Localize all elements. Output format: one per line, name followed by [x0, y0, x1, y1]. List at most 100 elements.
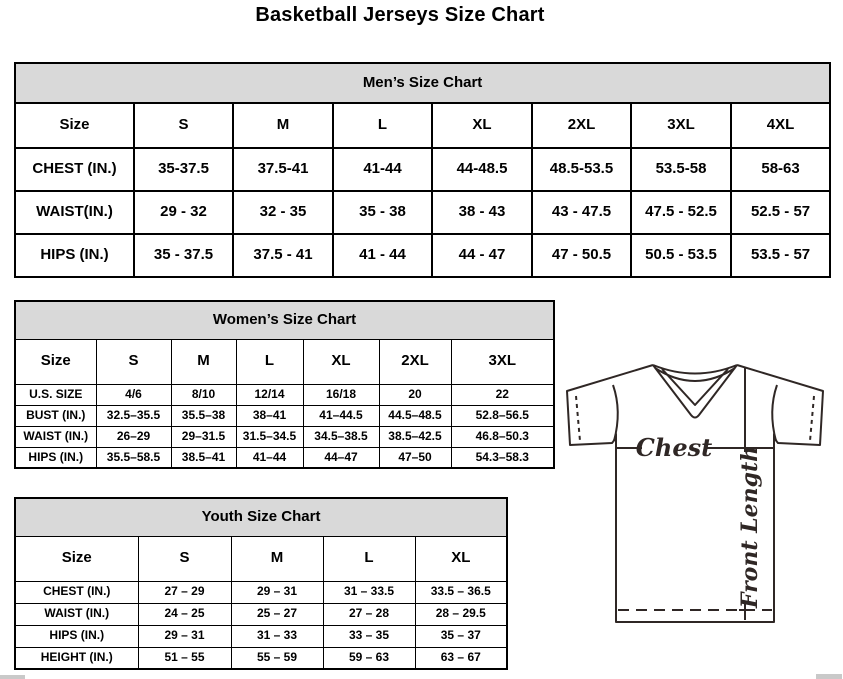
- row-label: HEIGHT (IN.): [14, 646, 139, 670]
- column-header: XL: [302, 338, 380, 385]
- table-cell: 29 – 31: [137, 624, 232, 648]
- table-cell: 41–44: [235, 446, 304, 469]
- scrollbar-fragment-left[interactable]: [0, 675, 25, 679]
- column-header: 3XL: [630, 102, 732, 149]
- table-row: HEIGHT (IN.) 51 – 55 55 – 59 59 – 63 63 – 67: [14, 646, 508, 670]
- sleeve-stitch-left-dashed-line: [575, 395, 581, 442]
- table-cell: 33 – 35: [322, 624, 416, 648]
- table-cell: 52.8–56.5: [450, 404, 555, 427]
- mens-size-table: Men’s Size Chart Size S M L XL 2XL 3XL 4XL CHEST …: [13, 62, 832, 278]
- table-cell: 25 – 27: [230, 602, 324, 626]
- sleeve-stitch-right-dashed-line: [809, 395, 815, 442]
- table-cell: 35.5–58.5: [95, 446, 172, 469]
- collar-back-arc-outer: [652, 364, 738, 375]
- table-cell: 16/18: [302, 383, 380, 406]
- table-cell: 47 - 50.5: [531, 233, 632, 278]
- column-header: L: [332, 102, 433, 149]
- row-label: HIPS (IN.): [14, 233, 135, 278]
- column-header: Size: [14, 102, 135, 149]
- table-cell: 8/10: [170, 383, 237, 406]
- table-cell: 35.5–38: [170, 404, 237, 427]
- table-cell: 38 - 43: [431, 190, 533, 235]
- column-header: L: [322, 535, 416, 582]
- table-title-row: Women’s Size Chart: [14, 300, 555, 340]
- table-row: WAIST (IN.) 26–29 29–31.5 31.5–34.5 34.5–38.…: [14, 425, 555, 448]
- table-cell: 28 – 29.5: [414, 602, 508, 626]
- column-header: Size: [14, 535, 139, 582]
- row-label: CHEST (IN.): [14, 147, 135, 192]
- table-header-row: Size S M L XL: [14, 535, 508, 582]
- jersey-outline-shape: [566, 364, 824, 623]
- table-cell: 4/6: [95, 383, 172, 406]
- column-header: M: [170, 338, 237, 385]
- table-row: WAIST(IN.) 29 - 32 32 - 35 35 - 38 38 - 43 43…: [14, 190, 832, 235]
- row-label: WAIST(IN.): [14, 190, 135, 235]
- table-cell: 53.5-58: [630, 147, 732, 192]
- vneck-collar-band: [661, 368, 729, 406]
- table-cell: 35 – 37: [414, 624, 508, 648]
- table-cell: 41 - 44: [332, 233, 433, 278]
- table-cell: 20: [378, 383, 452, 406]
- row-label: U.S. SIZE: [14, 383, 97, 406]
- table-title: Youth Size Chart: [14, 497, 508, 537]
- table-cell: 50.5 - 53.5: [630, 233, 732, 278]
- table-cell: 58-63: [729, 147, 832, 192]
- table-cell: 44 - 47: [431, 233, 533, 278]
- table-cell: 35 - 37.5: [133, 233, 234, 278]
- page-title: Basketball Jerseys Size Chart: [255, 4, 545, 26]
- table-cell: 44-48.5: [431, 147, 533, 192]
- column-header: M: [232, 102, 334, 149]
- table-cell: 38.5–42.5: [378, 425, 452, 448]
- womens-size-table: Women’s Size Chart Size S M L XL 2XL 3XL U.S. SI…: [14, 300, 556, 469]
- armhole-seam-right: [771, 384, 778, 442]
- table-cell: 37.5 - 41: [232, 233, 334, 278]
- armhole-seam-left: [612, 384, 619, 442]
- table-cell: 32.5–35.5: [95, 404, 172, 427]
- column-header: 4XL: [729, 102, 832, 149]
- column-header: 3XL: [450, 338, 555, 385]
- table-cell: 37.5-41: [232, 147, 334, 192]
- table-cell: 27 – 28: [322, 602, 416, 626]
- table-cell: 26–29: [95, 425, 172, 448]
- table-cell: 31 – 33: [230, 624, 324, 648]
- row-label: BUST (IN.): [14, 404, 97, 427]
- womens-size-table-body: Women’s Size Chart Size S M L XL 2XL 3XL U.S. SI…: [14, 300, 555, 469]
- table-cell: 44.5–48.5: [378, 404, 452, 427]
- table-row: U.S. SIZE 4/6 8/10 12/14 16/18 20 22: [14, 383, 555, 406]
- column-header: Size: [14, 338, 97, 385]
- table-cell: 32 - 35: [232, 190, 334, 235]
- column-header: L: [235, 338, 304, 385]
- table-cell: 35-37.5: [133, 147, 234, 192]
- table-cell: 47.5 - 52.5: [630, 190, 732, 235]
- table-cell: 63 – 67: [414, 646, 508, 670]
- table-cell: 51 – 55: [137, 646, 232, 670]
- collar-back-arc-inner: [654, 367, 736, 382]
- column-header: S: [133, 102, 234, 149]
- row-label: WAIST (IN.): [14, 425, 97, 448]
- table-cell: 31 – 33.5: [322, 580, 416, 604]
- row-label: CHEST (IN.): [14, 580, 139, 604]
- table-cell: 47–50: [378, 446, 452, 469]
- table-row: HIPS (IN.) 35 - 37.5 37.5 - 41 41 - 44 44 - …: [14, 233, 832, 278]
- scrollbar-fragment-right[interactable]: [816, 674, 842, 679]
- table-cell: 59 – 63: [322, 646, 416, 670]
- row-label: WAIST (IN.): [14, 602, 139, 626]
- jersey-measurement-diagram: Chest Front Length: [566, 364, 824, 623]
- table-header-row: Size S M L XL 2XL 3XL: [14, 338, 555, 385]
- table-cell: 54.3–58.3: [450, 446, 555, 469]
- table-row: WAIST (IN.) 24 – 25 25 – 27 27 – 28 28 – 29.…: [14, 602, 508, 626]
- chest-measure-label: Chest: [636, 433, 712, 462]
- table-cell: 48.5-53.5: [531, 147, 632, 192]
- table-cell: 29 - 32: [133, 190, 234, 235]
- table-cell: 22: [450, 383, 555, 406]
- front-length-measure-label: Front Length: [737, 446, 763, 609]
- table-cell: 38.5–41: [170, 446, 237, 469]
- table-cell: 29 – 31: [230, 580, 324, 604]
- column-header: 2XL: [531, 102, 632, 149]
- mens-size-table-body: Men’s Size Chart Size S M L XL 2XL 3XL 4XL CHEST …: [13, 62, 832, 278]
- row-label: HIPS (IN.): [14, 446, 97, 469]
- table-cell: 43 - 47.5: [531, 190, 632, 235]
- table-cell: 52.5 - 57: [729, 190, 832, 235]
- table-cell: 29–31.5: [170, 425, 237, 448]
